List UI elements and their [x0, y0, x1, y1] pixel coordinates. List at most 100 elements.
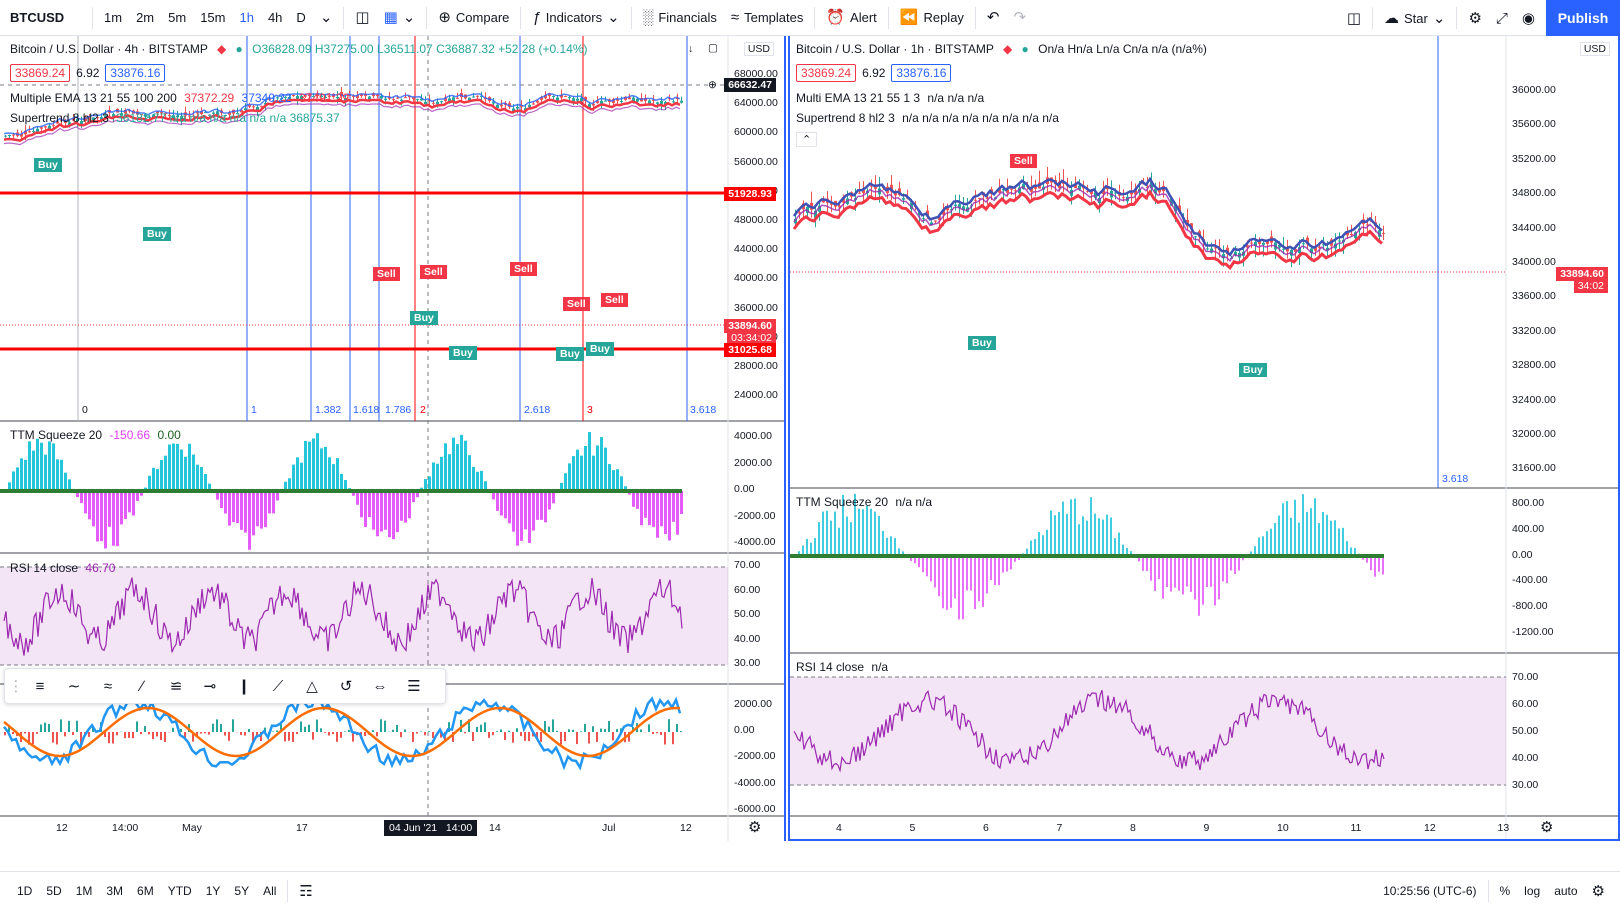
percent-toggle[interactable]: %	[1499, 883, 1511, 898]
right-price-axis[interactable]: 36000.00 35600.00 35200.00 34800.00 34400.00…	[1506, 36, 1618, 839]
interval-5m[interactable]: 5m	[168, 10, 187, 25]
right-supertrend-legend[interactable]: Supertrend 8 hl2 3 n/a n/a n/a n/a n/a n…	[796, 111, 1059, 125]
alert-button[interactable]: ⏰ Alert	[819, 0, 883, 36]
fib-label: 1.786	[385, 404, 412, 416]
symbol-search[interactable]: BTCUSD	[10, 10, 65, 25]
horizontal-lines-icon[interactable]: ≡	[35, 677, 45, 695]
gear-icon[interactable]: ⚙	[1540, 819, 1554, 836]
right-chart[interactable]: Bitcoin / U.S. Dollar · 1h · BITSTAMP ◆ …	[788, 36, 1620, 841]
left-ttm-legend[interactable]: TTM Squeeze 20 -150.66 0.00	[10, 428, 181, 442]
interval-2m[interactable]: 2m	[136, 10, 155, 25]
interval-1m[interactable]: 1m	[104, 10, 123, 25]
right-ttm-legend[interactable]: TTM Squeeze 20 n/a n/a	[796, 495, 932, 509]
left-chart[interactable]: Bitcoin / U.S. Dollar · 4h · BITSTAMP ◆ …	[0, 36, 786, 841]
add-alert-plus-icon[interactable]: ⊕	[708, 79, 717, 91]
settings-button[interactable]: ⚙	[1461, 0, 1488, 36]
left-ttm-axis[interactable]: 4000.00 2000.00 0.00 -2000.00 -4000.00 70.00 6…	[728, 36, 784, 841]
ttm-bar	[260, 491, 263, 529]
range-all[interactable]: All	[263, 883, 277, 898]
ttm-bar	[934, 556, 936, 588]
range-ytd[interactable]: YTD	[167, 883, 192, 898]
ttm-bar	[982, 556, 984, 607]
macd-histogram-bar	[520, 732, 522, 737]
range-3m[interactable]: 3M	[106, 883, 124, 898]
buy-price-chip[interactable]: 33876.16	[891, 64, 952, 82]
time-tick: 17	[296, 822, 308, 834]
templates-button[interactable]: ≈ Templates	[724, 0, 810, 36]
compare-button[interactable]: ⊕ Compare	[431, 0, 516, 36]
macd-histogram-bar	[656, 732, 658, 734]
wave-pattern-icon[interactable]: ≈	[103, 677, 113, 695]
trend-line-icon[interactable]: ⟋	[272, 677, 284, 695]
range-6m[interactable]: 6M	[137, 883, 154, 898]
right-ema-legend[interactable]: Multi EMA 13 21 55 1 3 n/a n/a n/a	[796, 91, 984, 105]
candle	[552, 96, 555, 97]
rsi-line	[3, 577, 683, 656]
settings-lines-icon[interactable]: ☰	[407, 678, 421, 695]
countdown-tag: 03:34:02	[727, 331, 776, 345]
candle	[1250, 242, 1253, 244]
right-rsi-legend[interactable]: RSI 14 close n/a	[796, 660, 888, 674]
pattern-icon[interactable]: △	[306, 678, 318, 695]
range-icon[interactable]: ⇔	[372, 677, 388, 695]
sell-price-chip[interactable]: 33869.24	[796, 64, 857, 82]
macd-histogram-bar	[640, 729, 642, 732]
candle	[308, 94, 311, 96]
interval-15m[interactable]: 15m	[200, 10, 226, 25]
left-rsi-legend[interactable]: RSI 14 close 46.70	[10, 561, 115, 575]
fullscreen-button[interactable]: ⤢	[1489, 0, 1515, 36]
star-button[interactable]: ☁ Star ⌄	[1377, 0, 1452, 36]
ttm-bar	[8, 482, 11, 491]
collapse-legend-chevron-up-icon[interactable]: ⌃	[796, 132, 818, 147]
range-1y[interactable]: 1Y	[205, 883, 221, 898]
candle	[1350, 233, 1353, 235]
drawing-toolbar[interactable]: ⋮ ≡ ∼ ≈ ∕ ≌ ⊸ ❙ ⟋ △ ↺ ⇔ ☰	[4, 668, 446, 704]
brush-icon[interactable]: ∕	[140, 677, 144, 695]
left-ema-legend[interactable]: Multiple EMA 13 21 55 100 200 37372.29 3…	[10, 91, 349, 105]
horizontal-ray-icon[interactable]: ⊸	[203, 678, 217, 695]
layout-button[interactable]: ◫	[1340, 0, 1368, 36]
left-supertrend-legend[interactable]: Supertrend 8 hl2 3 36182.77 n/a n/a n/a …	[10, 111, 340, 125]
gear-icon[interactable]: ⚙	[1591, 882, 1605, 900]
candle	[320, 96, 323, 97]
interval-dropdown-chevron-icon[interactable]: ⌄	[319, 9, 333, 26]
range-5d[interactable]: 5D	[46, 883, 62, 898]
interval-4h[interactable]: 4h	[267, 10, 283, 25]
log-toggle[interactable]: log	[1524, 883, 1541, 898]
range-1d[interactable]: 1D	[17, 883, 33, 898]
auto-toggle[interactable]: auto	[1554, 883, 1578, 898]
interval-d[interactable]: D	[296, 10, 306, 25]
gear-icon[interactable]: ⚙	[748, 819, 762, 836]
replay-button[interactable]: ⏪ Replay	[893, 0, 971, 36]
bar-style-icon[interactable]: ◫	[355, 9, 370, 26]
currency-select[interactable]: USD	[1579, 42, 1610, 56]
range-5y[interactable]: 5Y	[234, 883, 250, 898]
rsi-tick: 70.00	[1512, 671, 1539, 683]
vertical-lines-icon[interactable]: ❙	[237, 678, 251, 695]
interval-1h[interactable]: 1h	[239, 10, 254, 25]
range-1m[interactable]: 1M	[75, 883, 93, 898]
fib-spiral-icon[interactable]: ↺	[339, 678, 353, 695]
indicators-button[interactable]: ƒ Indicators ⌄	[525, 0, 626, 36]
financials-button[interactable]: ░ Financials	[636, 0, 724, 36]
ttm-bar	[204, 473, 207, 491]
scroll-down-icon[interactable]: ↓	[688, 43, 694, 55]
undo-button[interactable]: ↶	[980, 0, 1007, 36]
maximize-icon[interactable]: ▢	[708, 42, 718, 54]
candles-icon[interactable]: ▦ ⌄	[383, 9, 416, 26]
right-chart-canvas[interactable]	[790, 36, 1620, 841]
ttm-bar	[108, 491, 111, 527]
snapshot-button[interactable]: ◉	[1515, 0, 1542, 36]
goto-date-icon[interactable]: ☶	[299, 882, 313, 900]
right-time-axis[interactable]: 4 5 6 7 8 9 10 11 12 13	[790, 816, 1509, 839]
clock-timezone[interactable]: 10:25:56 (UTC-6)	[1383, 883, 1477, 898]
drag-handle-icon[interactable]: ⋮	[8, 678, 24, 695]
buy-price-chip[interactable]: 33876.16	[105, 64, 166, 82]
chevron-down-icon[interactable]: ⌄	[607, 9, 620, 26]
currency-select[interactable]: USD	[743, 42, 774, 56]
sell-price-chip[interactable]: 33869.24	[10, 64, 71, 82]
publish-button[interactable]: Publish	[1546, 0, 1620, 36]
channel-icon[interactable]: ≌	[169, 678, 183, 695]
polyline-icon[interactable]: ∼	[67, 678, 81, 695]
redo-button[interactable]: ↷	[1007, 0, 1034, 36]
